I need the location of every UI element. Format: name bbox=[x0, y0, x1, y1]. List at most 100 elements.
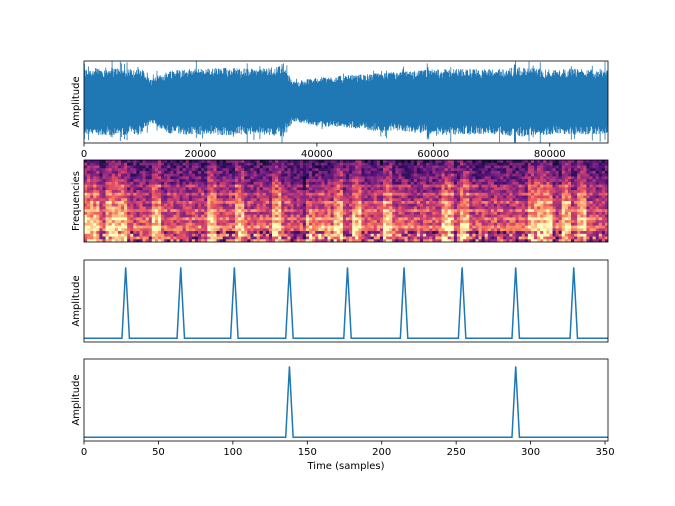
spectrogram-cell bbox=[145, 198, 150, 202]
spectrogram-cell bbox=[154, 179, 159, 183]
spectrogram-cell bbox=[111, 239, 116, 242]
spectrogram-cell bbox=[530, 181, 535, 185]
spectrogram-cell bbox=[111, 165, 116, 169]
spectrogram-cell bbox=[475, 165, 479, 169]
spectrogram-cell bbox=[299, 214, 304, 218]
spectrogram-cell bbox=[216, 160, 221, 164]
spectrogram-cell bbox=[117, 170, 122, 175]
spectrogram-cell bbox=[506, 225, 510, 229]
spectrogram-cell bbox=[253, 192, 258, 196]
spectrogram-cell bbox=[164, 170, 168, 175]
spectrogram-cell bbox=[534, 187, 538, 191]
spectrogram-cell bbox=[527, 201, 532, 205]
spectrogram-cell bbox=[463, 217, 467, 221]
spectrogram-cell bbox=[466, 187, 470, 191]
spectrogram-cell bbox=[342, 195, 347, 199]
spectrogram-cell bbox=[376, 179, 381, 183]
spectrogram-cell bbox=[515, 217, 520, 221]
spectrogram-cell bbox=[429, 187, 433, 191]
spectrogram-cell bbox=[456, 214, 461, 218]
spectrogram-cell bbox=[309, 231, 313, 235]
spectrogram-cell bbox=[549, 162, 553, 166]
spectrogram-cell bbox=[478, 179, 483, 183]
spectrogram-cell bbox=[370, 225, 375, 229]
spectrogram-cell bbox=[561, 217, 566, 221]
spectrogram-cell bbox=[262, 222, 267, 226]
spectrogram-cell bbox=[96, 160, 100, 164]
spectrogram-cell bbox=[558, 225, 563, 229]
spectrogram-cell bbox=[164, 203, 168, 207]
spectrogram-cell bbox=[201, 239, 205, 242]
spectrogram-cell bbox=[139, 198, 143, 202]
spectrogram-cell bbox=[198, 222, 202, 226]
spectrogram-cell bbox=[367, 225, 372, 229]
spectrogram-cell bbox=[327, 214, 331, 218]
spectrogram-cell bbox=[339, 220, 344, 224]
spectrogram-cell bbox=[339, 214, 344, 218]
spectrogram-cell bbox=[521, 162, 526, 166]
spectrogram-cell bbox=[312, 206, 316, 210]
spectrogram-cell bbox=[157, 184, 162, 188]
spectrogram-cell bbox=[567, 220, 572, 224]
spectrogram-cell bbox=[157, 190, 162, 194]
spectrogram-cell bbox=[423, 233, 427, 237]
spectrogram-cell bbox=[574, 173, 578, 177]
spectrogram-cell bbox=[327, 168, 331, 172]
spectrogram-cell bbox=[219, 217, 224, 221]
spectrogram-cell bbox=[472, 203, 476, 207]
spectrogram-cell bbox=[558, 220, 563, 224]
spectrogram-cell bbox=[413, 162, 418, 166]
spectrogram-cell bbox=[358, 190, 362, 194]
spectrogram-cell bbox=[244, 211, 248, 216]
spectrogram-cell bbox=[231, 181, 236, 185]
spectrogram-cell bbox=[117, 176, 122, 180]
spectrogram-cell bbox=[549, 181, 553, 185]
spectrogram-cell bbox=[167, 211, 171, 216]
spectrogram-cell bbox=[99, 214, 103, 218]
spectrogram-cell bbox=[589, 168, 593, 172]
spectrogram-cell bbox=[419, 217, 424, 221]
spectrogram-cell bbox=[346, 170, 350, 175]
spectrogram-cell bbox=[194, 217, 199, 221]
spectrogram-cell bbox=[191, 203, 196, 207]
spectrogram-cell bbox=[296, 217, 301, 221]
spectrogram-cell bbox=[145, 192, 150, 196]
spectrogram-cell bbox=[546, 173, 550, 177]
spectrogram-cell bbox=[164, 190, 168, 194]
spectrogram-cell bbox=[111, 173, 116, 177]
spectrogram-cell bbox=[463, 195, 467, 199]
spectrogram-cell bbox=[157, 198, 162, 202]
spectrogram-cell bbox=[543, 179, 547, 183]
spectrogram-cell bbox=[490, 233, 495, 237]
spectrogram-cell bbox=[577, 201, 581, 205]
spectrogram-cell bbox=[355, 198, 359, 202]
spectrogram-cell bbox=[167, 231, 171, 235]
spectrogram-cell bbox=[521, 195, 526, 199]
spectrogram-cell bbox=[130, 162, 134, 166]
spectrogram-cell bbox=[527, 190, 532, 194]
spectrogram-cell bbox=[447, 236, 452, 240]
spectrogram-cell bbox=[484, 190, 489, 194]
spectrogram-cell bbox=[87, 160, 91, 164]
spectrogram-cell bbox=[167, 170, 171, 175]
spectrogram-cell bbox=[259, 228, 264, 232]
spectrogram-cell bbox=[524, 198, 529, 202]
spectrogram-cell bbox=[268, 195, 273, 199]
spectrogram-cell bbox=[305, 192, 310, 196]
spectrogram-cell bbox=[386, 206, 390, 210]
spectrogram-cell bbox=[460, 211, 464, 216]
spectrogram-cell bbox=[490, 165, 495, 169]
spectrogram-cell bbox=[327, 228, 331, 232]
spectrogram-cell bbox=[484, 222, 489, 226]
spectrogram-cell bbox=[182, 211, 187, 216]
spectrogram-cell bbox=[93, 209, 97, 213]
spectrogram-cell bbox=[574, 187, 578, 191]
spectrogram-cell bbox=[389, 228, 393, 232]
spectrogram-cell bbox=[592, 217, 597, 221]
spectrogram-cell bbox=[432, 198, 436, 202]
spectrogram-cell bbox=[460, 198, 464, 202]
spectrogram-cell bbox=[398, 160, 402, 164]
spectrogram-cell bbox=[419, 160, 424, 164]
spectrogram-cell bbox=[500, 165, 504, 169]
spectrogram-cell bbox=[167, 201, 171, 205]
